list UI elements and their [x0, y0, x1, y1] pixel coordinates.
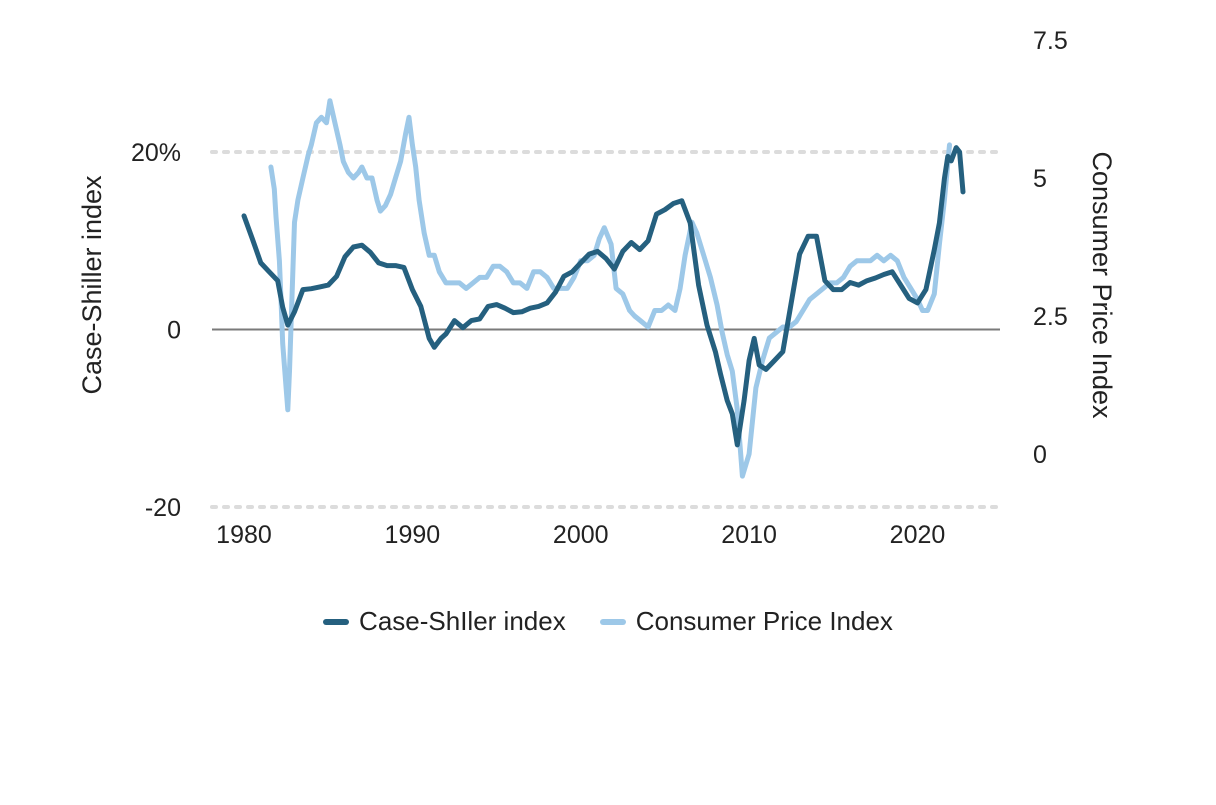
x-tick-label: 2010 — [721, 521, 777, 549]
series-line-case-shiller — [241, 145, 966, 448]
series-line-cpi — [268, 98, 952, 479]
legend-swatch-case-shiller — [323, 618, 350, 625]
right-tick-label: 7.5 — [1033, 27, 1068, 55]
left-axis-title: Case-Shiller index — [77, 175, 107, 395]
right-tick-label: 5 — [1033, 165, 1047, 193]
x-tick-label: 2000 — [553, 521, 609, 549]
right-tick-label: 2.5 — [1033, 303, 1068, 331]
tick-layer: 20% 0 -20 7.5 5 2.5 0 1980 1990 2000 2010 2020 — [131, 27, 1068, 549]
legend-swatch-cpi — [599, 618, 626, 625]
legend-item-cpi: Consumer Price Index — [599, 606, 893, 637]
grid-layer — [210, 150, 1002, 509]
right-tick-label: 0 — [1033, 441, 1047, 469]
legend-item-case-shiller: Case-ShIler index — [323, 606, 566, 637]
series-layer — [241, 98, 966, 479]
x-tick-label: 1980 — [216, 521, 272, 549]
legend-label-case-shiller: Case-ShIler index — [359, 606, 566, 636]
legend: Case-ShIler index Consumer Price Index — [0, 606, 1216, 637]
left-tick-label: -20 — [145, 494, 181, 522]
right-axis-title: Consumer Price Index — [1087, 151, 1117, 419]
left-tick-label: 20% — [131, 139, 181, 167]
x-tick-label: 2020 — [890, 521, 946, 549]
x-tick-label: 1990 — [385, 521, 441, 549]
legend-label-cpi: Consumer Price Index — [635, 606, 893, 636]
left-tick-label: 0 — [167, 317, 181, 345]
